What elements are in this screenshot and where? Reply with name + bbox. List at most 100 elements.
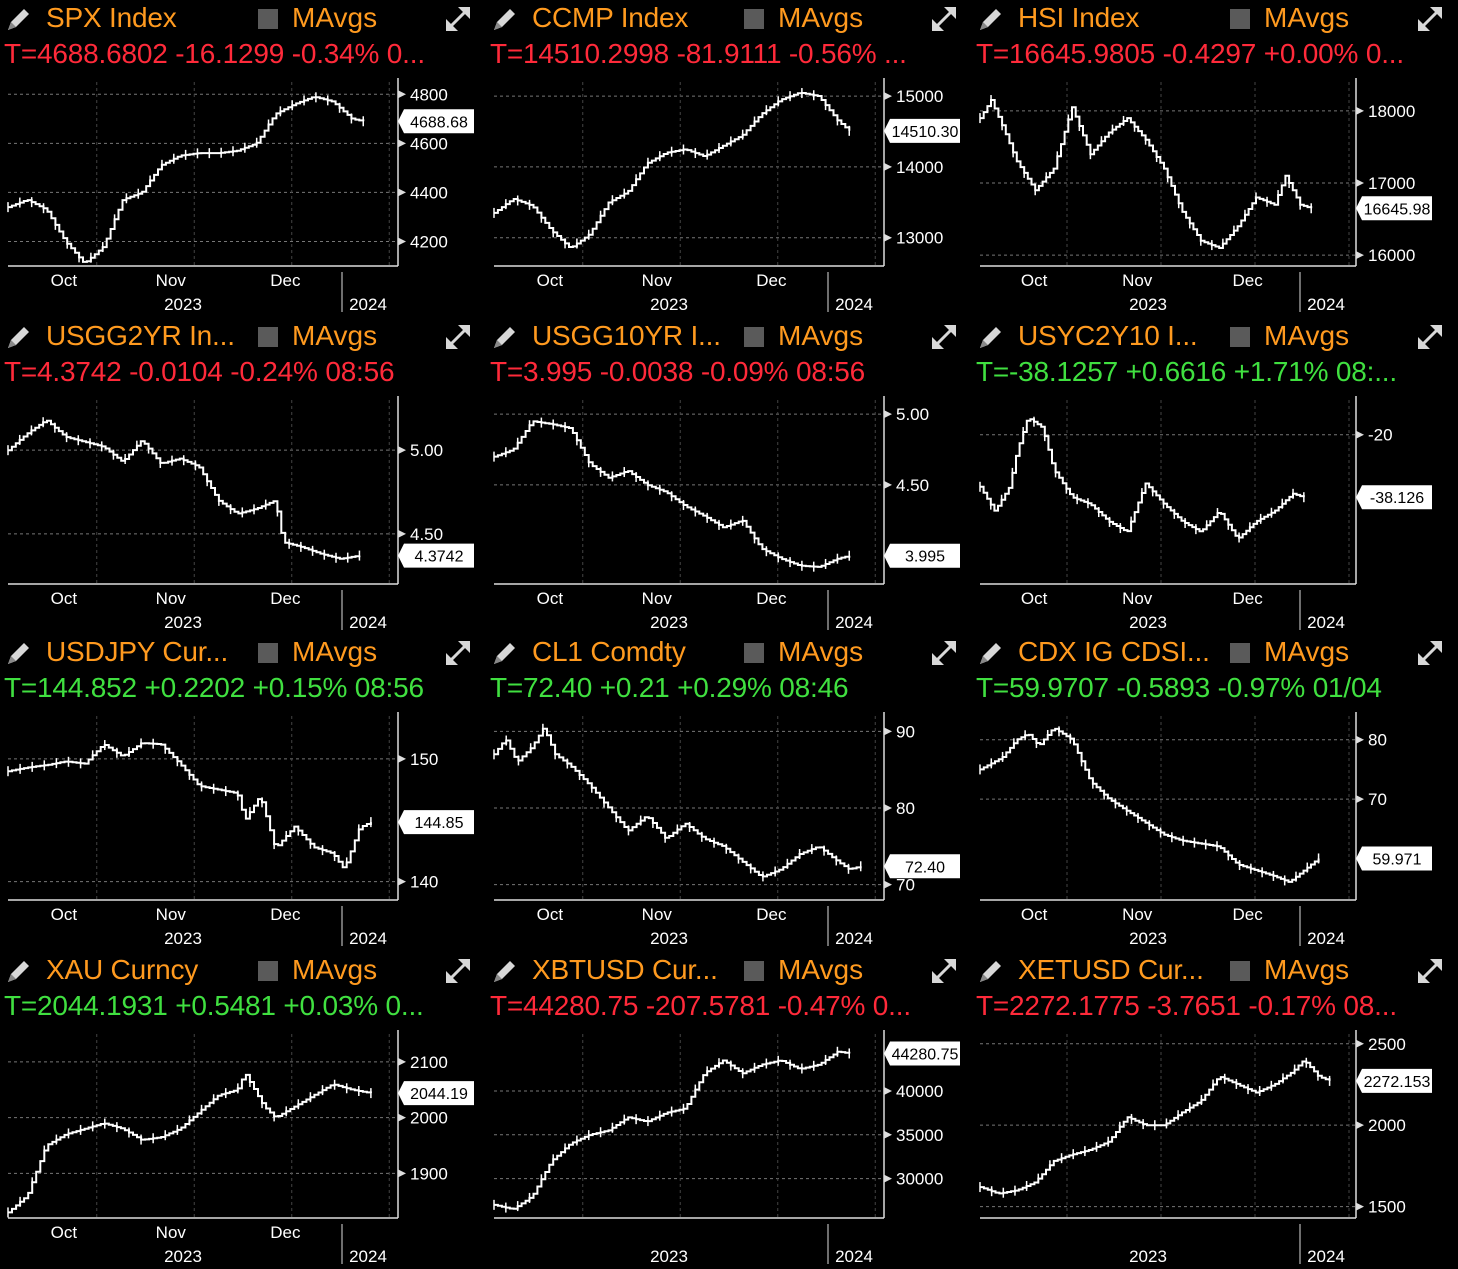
mavgs-label[interactable]: MAvgs <box>292 320 378 351</box>
price-chart[interactable]: 4.50 5.00 Oct Nov Dec 2023 2024 4.3742 <box>0 394 486 634</box>
mavgs-label[interactable]: MAvgs <box>1264 2 1350 33</box>
price-chart[interactable]: 140 150 Oct Nov Dec 2023 2024 144.85 <box>0 710 486 950</box>
expand-icon[interactable] <box>928 321 960 353</box>
security-title[interactable]: USYC2Y10 I... <box>1018 320 1198 351</box>
expand-icon[interactable] <box>1414 955 1446 987</box>
mavgs-checkbox[interactable] <box>744 327 764 347</box>
expand-icon[interactable] <box>442 3 474 35</box>
y-tick-label: 17000 <box>1368 174 1415 193</box>
chart-panel[interactable]: HSI Index MAvgs T=16645.9805 -0.4297 +0.00… <box>972 0 1458 316</box>
price-chart[interactable]: 1900 2000 2100 Oct Nov Dec 2023 2024 2044.19 <box>0 1028 486 1268</box>
mavgs-checkbox[interactable] <box>1230 327 1250 347</box>
security-title[interactable]: CL1 Comdty <box>532 636 686 667</box>
mavgs-checkbox[interactable] <box>1230 643 1250 663</box>
pencil-icon[interactable] <box>4 4 34 34</box>
mavgs-label[interactable]: MAvgs <box>292 636 378 667</box>
chart-panel[interactable]: XBTUSD Cur... MAvgs T=44280.75 -207.5781 -… <box>486 952 972 1268</box>
chart-panel[interactable]: USDJPY Cur... MAvgs T=144.852 +0.2202 +0.1… <box>0 634 486 950</box>
pencil-icon[interactable] <box>4 956 34 986</box>
quote-line: T=-38.1257 +0.6616 +1.71% 08:... <box>976 356 1397 387</box>
security-title[interactable]: XAU Curncy <box>46 954 199 985</box>
mavgs-checkbox[interactable] <box>1230 9 1250 29</box>
chart-panel[interactable]: CDX IG CDSI... MAvgs T=59.9707 -0.5893 -0.… <box>972 634 1458 950</box>
mavgs-checkbox[interactable] <box>258 643 278 663</box>
last-price-label: 3.995 <box>905 549 945 566</box>
mavgs-label[interactable]: MAvgs <box>1264 954 1350 985</box>
x-month-label: Oct <box>1021 905 1048 924</box>
mavgs-checkbox[interactable] <box>744 961 764 981</box>
expand-icon[interactable] <box>928 637 960 669</box>
security-title[interactable]: XBTUSD Cur... <box>532 954 718 985</box>
x-month-label: Dec <box>756 589 787 608</box>
security-title[interactable]: CDX IG CDSI... <box>1018 636 1210 667</box>
security-title[interactable]: CCMP Index <box>532 2 689 33</box>
mavgs-checkbox[interactable] <box>1230 961 1250 981</box>
price-chart[interactable]: 13000 14000 15000 Oct Nov Dec 2023 2024 14510.30 <box>486 76 972 316</box>
y-tick-mark <box>398 188 406 197</box>
security-title[interactable]: HSI Index <box>1018 2 1140 33</box>
expand-icon[interactable] <box>928 955 960 987</box>
mavgs-checkbox[interactable] <box>744 643 764 663</box>
pencil-icon[interactable] <box>490 956 520 986</box>
mavgs-label[interactable]: MAvgs <box>778 636 864 667</box>
panel-header: XETUSD Cur... MAvgs <box>972 952 1458 990</box>
security-title[interactable]: USGG2YR In... <box>46 320 235 351</box>
mavgs-label[interactable]: MAvgs <box>778 320 864 351</box>
y-tick-mark <box>1356 1202 1364 1211</box>
pencil-icon[interactable] <box>4 638 34 668</box>
mavgs-checkbox[interactable] <box>258 961 278 981</box>
mavgs-label[interactable]: MAvgs <box>778 954 864 985</box>
chart-panel[interactable]: XETUSD Cur... MAvgs T=2272.1775 -3.7651 -0… <box>972 952 1458 1268</box>
expand-icon[interactable] <box>442 637 474 669</box>
y-tick-label: 4800 <box>410 85 448 104</box>
security-title[interactable]: SPX Index <box>46 2 177 33</box>
chart-panel[interactable]: USGG10YR I... MAvgs T=3.995 -0.0038 -0.09%… <box>486 318 972 634</box>
price-chart[interactable]: 1500 2000 2500 2023 2024 2272.153 <box>972 1028 1458 1268</box>
panel-header: XAU Curncy MAvgs <box>0 952 486 990</box>
y-tick-mark <box>884 1174 892 1183</box>
pencil-icon[interactable] <box>4 322 34 352</box>
pencil-icon[interactable] <box>976 956 1006 986</box>
security-title[interactable]: USGG10YR I... <box>532 320 721 351</box>
price-chart[interactable]: 4200 4400 4600 4800 Oct Nov Dec 2023 2024 4688.68 <box>0 76 486 316</box>
pencil-icon[interactable] <box>976 322 1006 352</box>
mavgs-label[interactable]: MAvgs <box>778 2 864 33</box>
mavgs-label[interactable]: MAvgs <box>1264 320 1350 351</box>
chart-panel[interactable]: SPX Index MAvgs T=4688.6802 -16.1299 -0.34… <box>0 0 486 316</box>
price-chart[interactable]: 70 80 90 Oct Nov Dec 2023 2024 72.40 <box>486 710 972 950</box>
price-chart[interactable]: 16000 17000 18000 Oct Nov Dec 2023 2024 16645.98 <box>972 76 1458 316</box>
price-chart[interactable]: 4.50 5.00 Oct Nov Dec 2023 2024 3.995 <box>486 394 972 634</box>
pencil-icon[interactable] <box>490 4 520 34</box>
chart-panel[interactable]: USGG2YR In... MAvgs T=4.3742 -0.0104 -0.24… <box>0 318 486 634</box>
chart-panel[interactable]: XAU Curncy MAvgs T=2044.1931 +0.5481 +0.03… <box>0 952 486 1268</box>
security-title[interactable]: XETUSD Cur... <box>1018 954 1204 985</box>
mavgs-checkbox[interactable] <box>744 9 764 29</box>
price-chart[interactable]: 70 80 Oct Nov Dec 2023 2024 59.971 <box>972 710 1458 950</box>
x-month-label: Dec <box>756 905 787 924</box>
mavgs-checkbox[interactable] <box>258 327 278 347</box>
pencil-icon[interactable] <box>976 4 1006 34</box>
price-chart[interactable]: 30000 35000 40000 2023 2024 44280.75 <box>486 1028 972 1268</box>
expand-icon[interactable] <box>1414 3 1446 35</box>
expand-icon[interactable] <box>928 3 960 35</box>
y-tick-label: 90 <box>896 722 915 741</box>
y-tick-label: 18000 <box>1368 102 1415 121</box>
pencil-icon[interactable] <box>976 638 1006 668</box>
chart-panel[interactable]: CCMP Index MAvgs T=14510.2998 -81.9111 -0.… <box>486 0 972 316</box>
mavgs-checkbox[interactable] <box>258 9 278 29</box>
chart-panel[interactable]: CL1 Comdty MAvgs T=72.40 +0.21 +0.29% 08:4… <box>486 634 972 950</box>
chart-panel[interactable]: USYC2Y10 I... MAvgs T=-38.1257 +0.6616 +1.… <box>972 318 1458 634</box>
pencil-icon[interactable] <box>490 638 520 668</box>
mavgs-label[interactable]: MAvgs <box>292 2 378 33</box>
mavgs-label[interactable]: MAvgs <box>292 954 378 985</box>
security-title[interactable]: USDJPY Cur... <box>46 636 229 667</box>
mavgs-label[interactable]: MAvgs <box>1264 636 1350 667</box>
expand-icon[interactable] <box>1414 637 1446 669</box>
x-month-label: Nov <box>1122 905 1153 924</box>
expand-icon[interactable] <box>1414 321 1446 353</box>
expand-icon[interactable] <box>442 321 474 353</box>
price-chart[interactable]: -20 Oct Nov Dec 2023 2024 -38.126 <box>972 394 1458 634</box>
last-price-label: 72.40 <box>905 859 945 876</box>
pencil-icon[interactable] <box>490 322 520 352</box>
expand-icon[interactable] <box>442 955 474 987</box>
